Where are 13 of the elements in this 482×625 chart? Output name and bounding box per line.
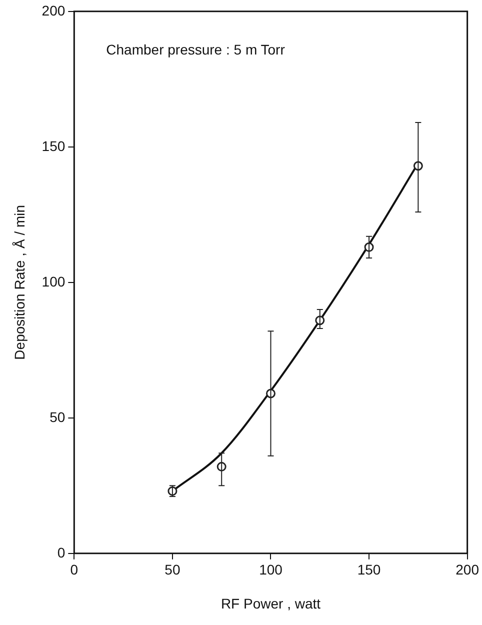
- y-axis-title: Deposition Rate , Å / min: [11, 204, 28, 360]
- x-tick-label: 150: [357, 562, 381, 578]
- y-tick-label: 200: [42, 2, 66, 18]
- y-tick-label: 0: [57, 544, 66, 560]
- y-tick-label: 100: [42, 273, 66, 290]
- x-tick-label: 100: [259, 562, 283, 578]
- y-tick-label: 150: [42, 138, 66, 154]
- x-axis-title: RF Power , watt: [220, 595, 321, 612]
- y-tick-label: 50: [50, 408, 66, 425]
- x-tick-label: 200: [456, 562, 480, 578]
- x-tick-label: 50: [164, 562, 180, 578]
- x-tick-label: 0: [70, 562, 78, 578]
- annotation: Chamber pressure : 5 m Torr: [106, 41, 286, 58]
